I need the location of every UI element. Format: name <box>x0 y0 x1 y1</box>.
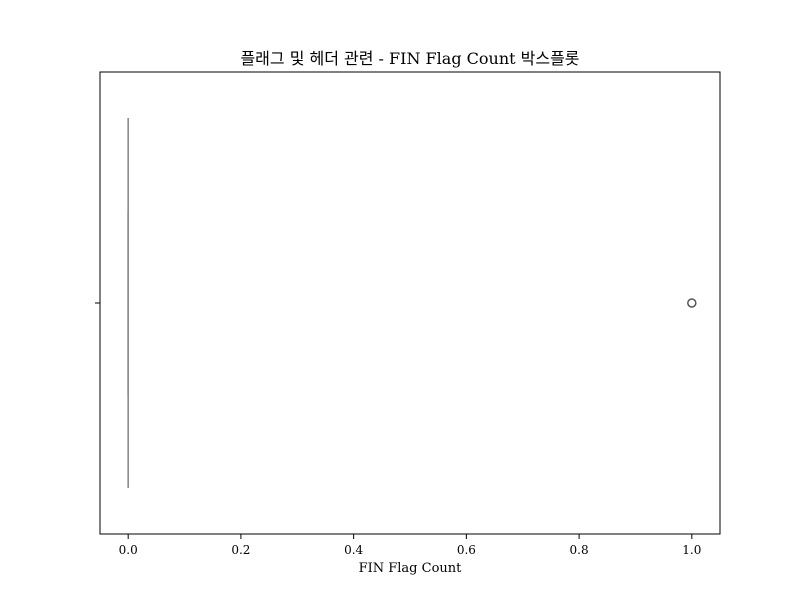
x-tick-label: 0.0 <box>119 543 138 557</box>
plot-area: 0.0 0.2 0.4 0.6 0.8 1.0 <box>95 71 721 557</box>
outlier-points <box>687 298 697 308</box>
x-tick-label: 1.0 <box>682 543 701 557</box>
x-tick-label: 0.6 <box>457 543 476 557</box>
x-axis-label: FIN Flag Count <box>359 561 463 576</box>
x-tick-label: 0.2 <box>231 543 250 557</box>
outlier-point <box>687 298 697 308</box>
x-tick-label: 0.8 <box>570 543 589 557</box>
x-tick-label: 0.4 <box>344 543 363 557</box>
axes-frame <box>99 71 721 535</box>
chart-title: 플래그 및 헤더 관련 - FIN Flag Count 박스플롯 <box>240 49 579 68</box>
x-axis-ticks: 0.0 0.2 0.4 0.6 0.8 1.0 <box>119 534 701 557</box>
